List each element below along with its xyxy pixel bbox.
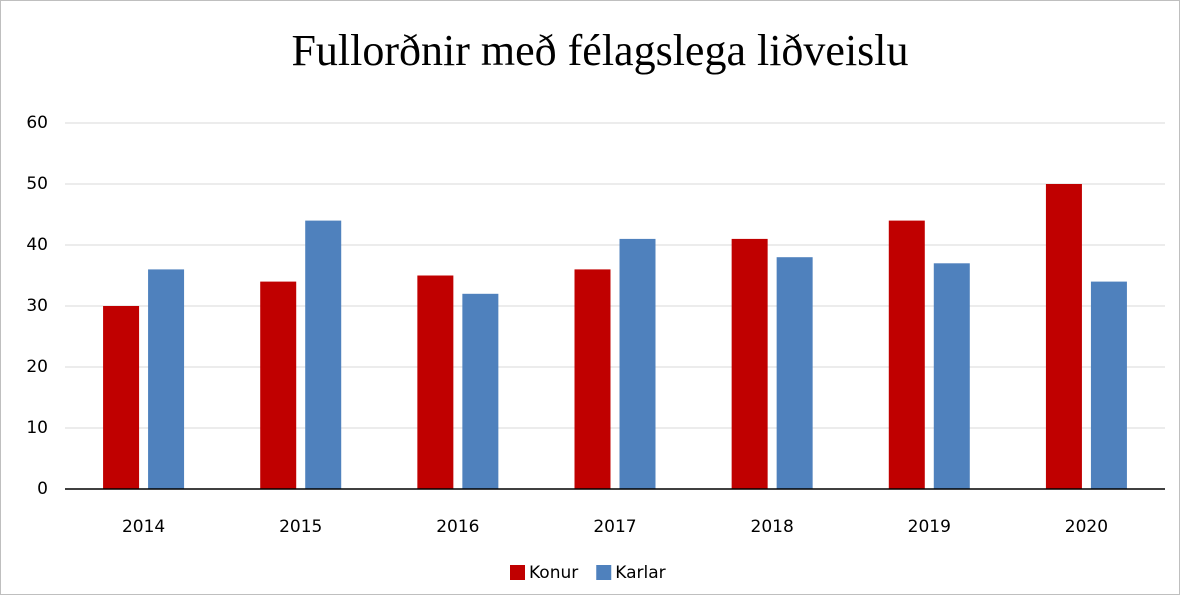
legend-swatch	[596, 565, 612, 580]
y-tick-label: 30	[26, 296, 48, 316]
x-tick-label: 2014	[122, 517, 165, 537]
legend-label: Karlar	[615, 563, 665, 583]
bar	[1045, 184, 1082, 489]
y-tick-label: 0	[37, 479, 48, 499]
bar	[574, 269, 611, 489]
bar	[731, 238, 768, 489]
x-tick-label: 2017	[593, 517, 636, 537]
bar	[417, 275, 454, 489]
y-tick-label: 20	[26, 357, 48, 377]
bar	[619, 238, 656, 489]
bar	[462, 293, 499, 489]
x-tick-label: 2020	[1065, 517, 1108, 537]
x-tick-label: 2019	[908, 517, 951, 537]
bar	[776, 257, 813, 489]
y-tick-label: 40	[26, 235, 48, 255]
y-tick-label: 10	[26, 418, 48, 438]
bar	[888, 220, 925, 489]
x-tick-label: 2016	[436, 517, 479, 537]
x-tick-label: 2018	[751, 517, 794, 537]
legend-swatch	[510, 565, 525, 580]
bar	[148, 269, 185, 489]
y-tick-label: 60	[26, 113, 48, 133]
bar	[103, 306, 140, 489]
bar	[933, 263, 970, 489]
y-tick-label: 50	[26, 174, 48, 194]
bar	[260, 281, 297, 489]
chart-title: Fullorðnir með félagslega liðveislu	[291, 26, 908, 75]
bar	[1090, 281, 1127, 489]
legend-label: Konur	[529, 563, 578, 583]
x-tick-label: 2015	[279, 517, 322, 537]
bar	[305, 220, 342, 489]
